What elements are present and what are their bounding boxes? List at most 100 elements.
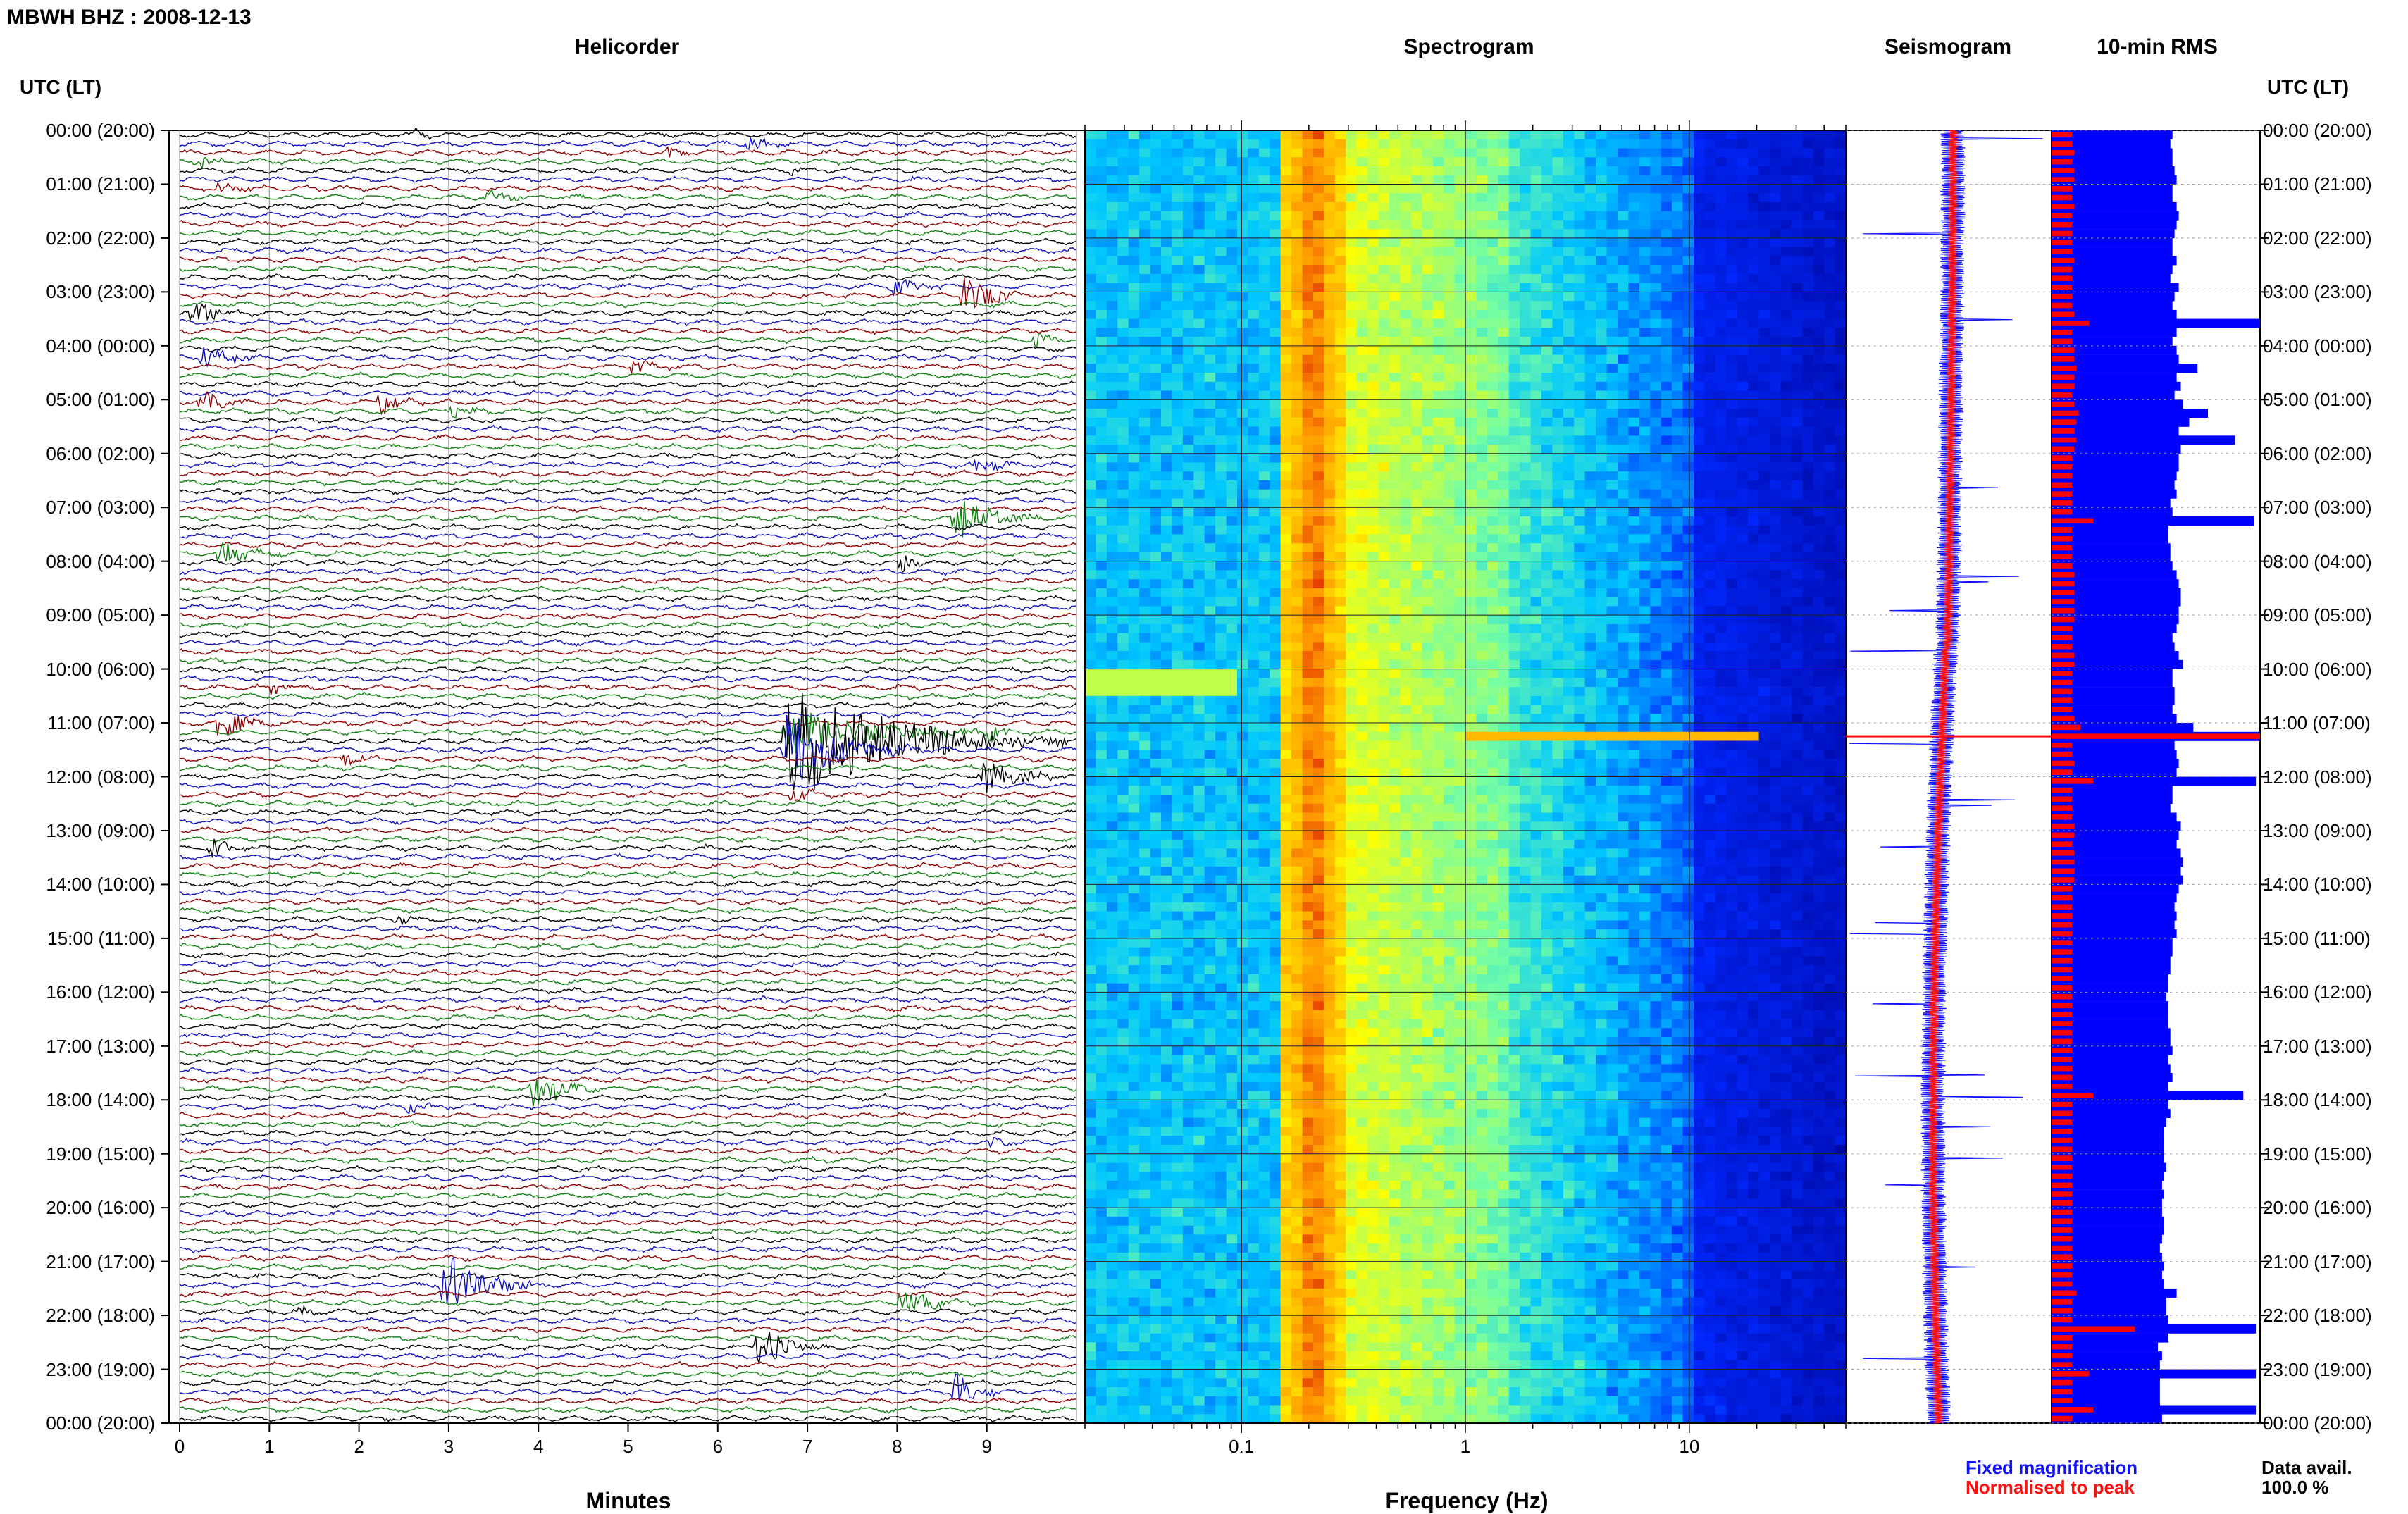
spectrogram-cell [1465, 265, 1477, 274]
spectrogram-cell [1455, 678, 1466, 687]
spectrogram-cell [1183, 678, 1194, 687]
spectrogram-cell [1193, 310, 1205, 319]
spectrogram-cell [1313, 445, 1324, 454]
spectrogram-cell [1096, 418, 1107, 427]
spectrogram-cell [1227, 409, 1238, 418]
spectrogram-cell [1379, 615, 1390, 624]
spectrogram-cell [1389, 265, 1401, 274]
spectrogram-cell [1802, 534, 1813, 543]
spectrogram-cell [1541, 175, 1553, 185]
spectrogram-cell [1259, 561, 1270, 571]
spectrogram-cell [1541, 427, 1553, 436]
spectrogram-cell [1563, 642, 1575, 651]
spectrogram-cell [1291, 166, 1303, 175]
spectrogram-cell [1313, 202, 1324, 211]
spectrogram-cell [1650, 247, 1661, 256]
spectrogram-cell [1259, 409, 1270, 418]
spectrogram-cell [1607, 364, 1618, 373]
spectrogram-cell [1715, 499, 1727, 508]
spectrogram-cell [1324, 561, 1335, 571]
spectrogram-cell [1139, 399, 1150, 409]
spectrogram-cell [1215, 705, 1227, 714]
spectrogram-cell [1639, 534, 1651, 543]
spectrogram-cell [1215, 660, 1227, 669]
spectrogram-cell [1161, 283, 1172, 292]
spectrogram-cell [1433, 678, 1444, 687]
spectrogram-cell [1672, 175, 1683, 185]
spectrogram-cell [1215, 220, 1227, 229]
spectrogram-cell [1759, 157, 1770, 166]
spectrogram-cell [1237, 660, 1248, 669]
spectrogram-cell [1802, 597, 1813, 607]
spectrogram-cell [1357, 480, 1368, 490]
spectrogram-cell [1411, 319, 1422, 328]
spectrogram-cell [1227, 624, 1238, 633]
spectrogram-cell [1335, 714, 1346, 723]
spectrogram-cell [1541, 139, 1553, 149]
spectrogram-cell [1541, 247, 1553, 256]
spectrogram-cell [1433, 552, 1444, 561]
spectrogram-cell [1237, 678, 1248, 687]
spectrogram-cell [1498, 480, 1509, 490]
spectrogram-cell [1422, 687, 1433, 696]
spectrogram-cell [1205, 193, 1216, 202]
spectrogram-cell [1117, 328, 1129, 337]
spectrogram-cell [1096, 490, 1107, 499]
spectrogram-cell [1303, 597, 1314, 607]
spectrogram-cell [1770, 274, 1781, 283]
spectrogram-cell [1346, 229, 1357, 238]
spectrogram-cell [1422, 202, 1433, 211]
spectrogram-cell [1379, 579, 1390, 588]
spectrogram-cell [1313, 328, 1324, 337]
spectrogram-cell [1433, 454, 1444, 463]
spectrogram-cell [1683, 256, 1694, 265]
spectrogram-cell [1107, 660, 1118, 669]
spectrogram-cell [1455, 588, 1466, 597]
spectrogram-cell [1585, 382, 1596, 391]
spectrogram-cell [1824, 139, 1835, 149]
spectrogram-cell [1411, 202, 1422, 211]
spectrogram-cell [1498, 526, 1509, 535]
spectrogram-cell [1618, 687, 1629, 696]
spectrogram-cell [1813, 499, 1825, 508]
spectrogram-cell [1291, 633, 1303, 643]
spectrogram-cell [1574, 391, 1585, 400]
spectrogram-cell [1259, 714, 1270, 723]
spectrogram-cell [1639, 193, 1651, 202]
spectrogram-cell [1313, 399, 1324, 409]
spectrogram-cell [1291, 418, 1303, 427]
spectrogram-cell [1628, 202, 1639, 211]
spectrogram-cell [1455, 435, 1466, 445]
spectrogram-cell [1085, 516, 1096, 526]
spectrogram-cell [1107, 714, 1118, 723]
spectrogram-cell [1541, 570, 1553, 579]
spectrogram-cell [1737, 202, 1749, 211]
spectrogram-cell [1563, 543, 1575, 552]
spectrogram-cell [1335, 570, 1346, 579]
spectrogram-cell [1172, 130, 1183, 139]
spectrogram-cell [1313, 238, 1324, 247]
spectrogram-cell [1107, 274, 1118, 283]
spectrogram-cell [1193, 382, 1205, 391]
spectrogram-cell [1172, 543, 1183, 552]
spectrogram-cell [1748, 642, 1759, 651]
spectrogram-cell [1411, 561, 1422, 571]
spectrogram-cell [1704, 669, 1715, 678]
spectrogram-cell [1531, 247, 1542, 256]
spectrogram-cell [1574, 283, 1585, 292]
spectrogram-cell [1476, 696, 1487, 705]
spectrogram-cell [1618, 579, 1629, 588]
spectrogram-cell [1759, 552, 1770, 561]
spectrogram-cell [1433, 480, 1444, 490]
spectrogram-cell [1150, 660, 1162, 669]
spectrogram-cell [1552, 606, 1563, 615]
spectrogram-cell [1324, 526, 1335, 535]
spectrogram-cell [1193, 526, 1205, 535]
spectrogram-cell [1150, 552, 1162, 561]
spectrogram-cell [1215, 454, 1227, 463]
spectrogram-cell [1379, 463, 1390, 472]
spectrogram-cell [1835, 149, 1847, 158]
spectrogram-cell [1422, 480, 1433, 490]
spectrogram-cell [1379, 319, 1390, 328]
spectrogram-cell [1585, 552, 1596, 561]
